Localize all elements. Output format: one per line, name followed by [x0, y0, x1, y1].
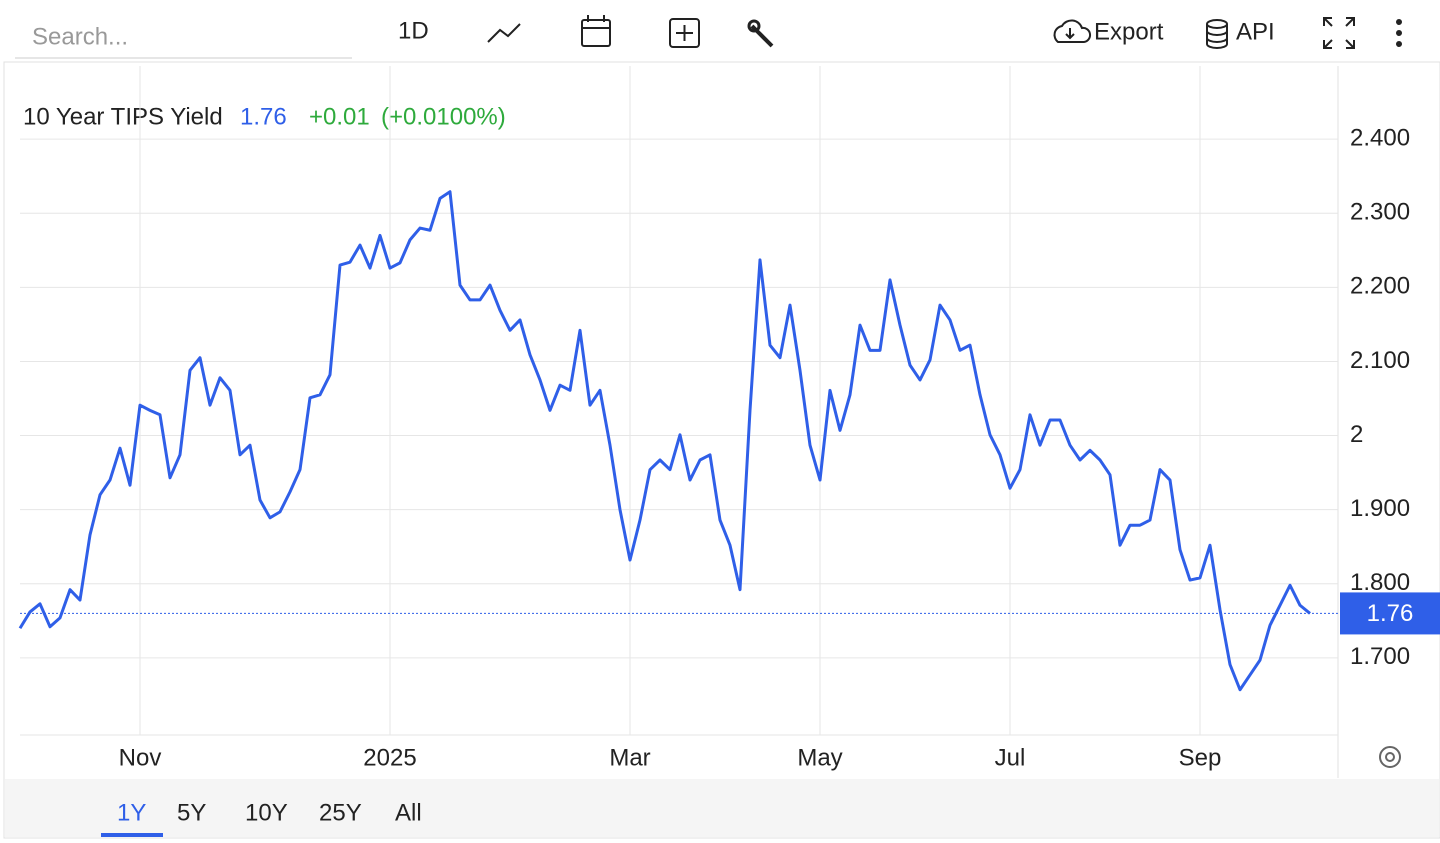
x-tick-label: May — [797, 744, 842, 771]
last-value: 1.76 — [240, 103, 287, 130]
api-button[interactable]: API — [1236, 18, 1275, 45]
y-tick-label: 1.900 — [1350, 495, 1410, 522]
y-tick-label: 2.100 — [1350, 347, 1410, 374]
chart-type-icon[interactable] — [487, 23, 521, 43]
x-tick-label: Sep — [1179, 744, 1222, 771]
last-value-label: 1.76 — [1367, 600, 1414, 627]
chart-title: 10 Year TIPS Yield — [23, 103, 223, 130]
series-line — [18, 190, 1311, 692]
range-underline — [101, 833, 163, 837]
x-tick-label: Mar — [609, 744, 650, 771]
settings-icon[interactable] — [1379, 746, 1401, 768]
fullscreen-icon[interactable] — [1323, 17, 1355, 49]
range-button[interactable]: 5Y — [177, 799, 206, 826]
range-button[interactable]: All — [395, 799, 422, 826]
interval-button[interactable]: 1D — [398, 17, 429, 44]
export-button[interactable]: Export — [1094, 18, 1164, 45]
calendar-icon[interactable] — [581, 15, 611, 47]
tools-icon-head — [747, 19, 761, 33]
y-tick-label: 1.800 — [1350, 569, 1410, 596]
export-icon[interactable] — [1053, 19, 1092, 43]
y-tick-label: 2 — [1350, 421, 1363, 448]
change-percent: (+0.0100%) — [381, 103, 506, 130]
change: +0.01 — [309, 103, 370, 130]
x-tick-label: Nov — [119, 744, 162, 771]
api-icon[interactable] — [1206, 19, 1228, 49]
range-button[interactable]: 25Y — [319, 799, 362, 826]
x-tick-label: Jul — [995, 744, 1026, 771]
range-button[interactable]: 1Y — [117, 799, 146, 826]
y-tick-label: 2.300 — [1350, 199, 1410, 226]
range-button[interactable]: 10Y — [245, 799, 288, 826]
y-tick-label: 1.700 — [1350, 643, 1410, 670]
y-tick-label: 2.200 — [1350, 273, 1410, 300]
chart-frame — [3, 61, 1440, 839]
x-tick-label: 2025 — [363, 744, 416, 771]
more-menu[interactable] — [1396, 19, 1402, 47]
add-indicator-icon[interactable] — [669, 18, 700, 48]
search-input[interactable]: Search... — [32, 23, 128, 50]
range-bar — [5, 779, 1439, 837]
last-value-badge — [1340, 592, 1440, 635]
y-tick-label: 2.400 — [1350, 124, 1410, 151]
tools-icon[interactable] — [750, 24, 774, 48]
